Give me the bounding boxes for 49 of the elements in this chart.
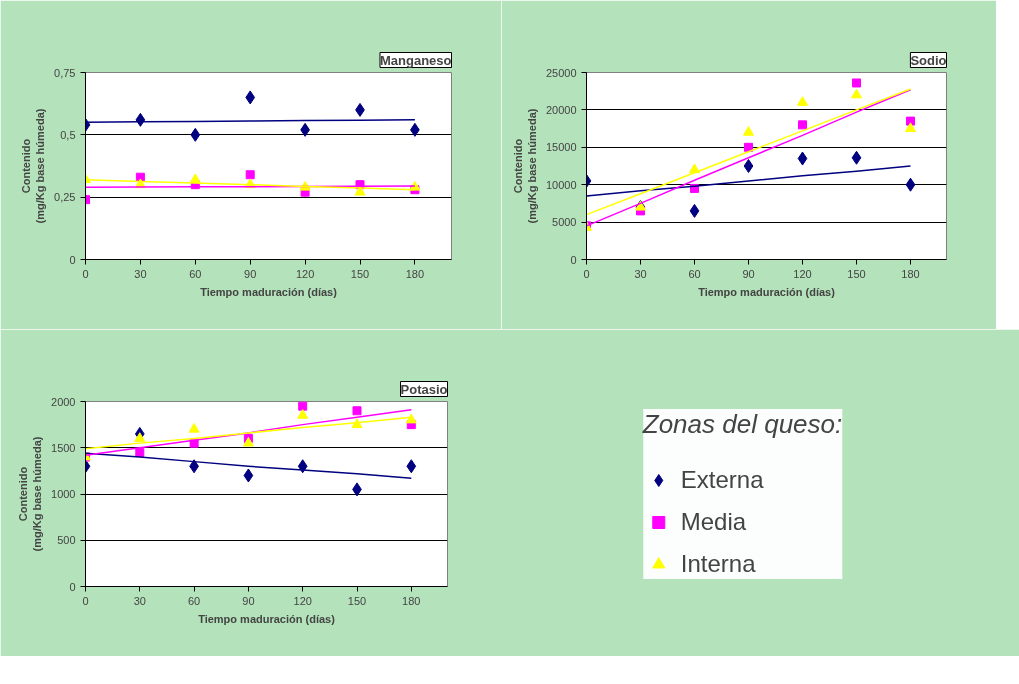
x-tick-label: 0 <box>82 267 89 280</box>
x-tick-label: 150 <box>347 594 367 607</box>
x-tick-label: 90 <box>242 594 255 607</box>
x-tick-label: 90 <box>244 267 257 280</box>
x-tick-label: 0 <box>583 267 590 280</box>
y-axis-title: Contenido (mg/Kg base húmeda) <box>511 108 538 224</box>
y-axis-title: Contenido (mg/Kg base húmeda) <box>19 108 47 224</box>
y-tick-label: 0 <box>69 253 76 266</box>
y-tick-label: 15000 <box>545 141 577 154</box>
x-axis-title: Tiempo maduración (días) <box>198 612 336 625</box>
legend-title: Zonas del queso: <box>642 408 843 440</box>
y-tick-label: 1500 <box>51 441 76 454</box>
x-tick-label: 120 <box>295 267 315 280</box>
x-axis-title: Tiempo maduración (días) <box>200 285 338 298</box>
y-tick-label: 25000 <box>545 66 577 79</box>
x-tick-label: 60 <box>187 594 201 607</box>
x-tick-label: 120 <box>293 594 312 607</box>
x-tick-label: 150 <box>847 267 866 280</box>
x-tick-label: 150 <box>350 267 370 280</box>
x-axis-title: Tiempo maduración (días) <box>698 285 836 298</box>
chart-title: Sodio <box>910 52 947 68</box>
x-tick-label: 180 <box>901 267 920 280</box>
y-tick-label: 0,5 <box>60 128 76 141</box>
y-tick-label: 20000 <box>545 103 577 116</box>
x-tick-label: 120 <box>793 267 812 280</box>
legend-label: Externa <box>680 465 764 494</box>
y-tick-label: 500 <box>57 534 76 547</box>
x-tick-label: 90 <box>742 267 755 280</box>
chart-title: Potasio <box>400 381 448 397</box>
chart-title: Manganeso <box>379 52 452 68</box>
y-tick-label: 0,25 <box>54 191 76 204</box>
y-tick-label: 0,75 <box>54 66 76 79</box>
y-axis-title: Contenido (mg/Kg base húmeda) <box>16 436 44 552</box>
x-tick-label: 30 <box>634 267 647 280</box>
x-tick-label: 30 <box>134 267 147 280</box>
legend-label: Interna <box>680 549 756 578</box>
x-tick-label: 60 <box>189 267 202 280</box>
x-tick-label: 180 <box>402 594 421 607</box>
x-tick-label: 30 <box>133 594 146 607</box>
x-tick-label: 180 <box>405 267 425 280</box>
legend-label: Media <box>680 507 747 536</box>
y-tick-label: 2000 <box>51 395 76 408</box>
y-tick-label: 0 <box>570 253 577 266</box>
x-tick-label: 0 <box>82 594 89 607</box>
x-tick-label: 60 <box>688 267 701 280</box>
y-tick-label: 5000 <box>552 216 577 229</box>
y-tick-label: 10000 <box>545 178 577 191</box>
y-tick-label: 0 <box>69 580 76 593</box>
y-tick-label: 1000 <box>51 488 76 500</box>
